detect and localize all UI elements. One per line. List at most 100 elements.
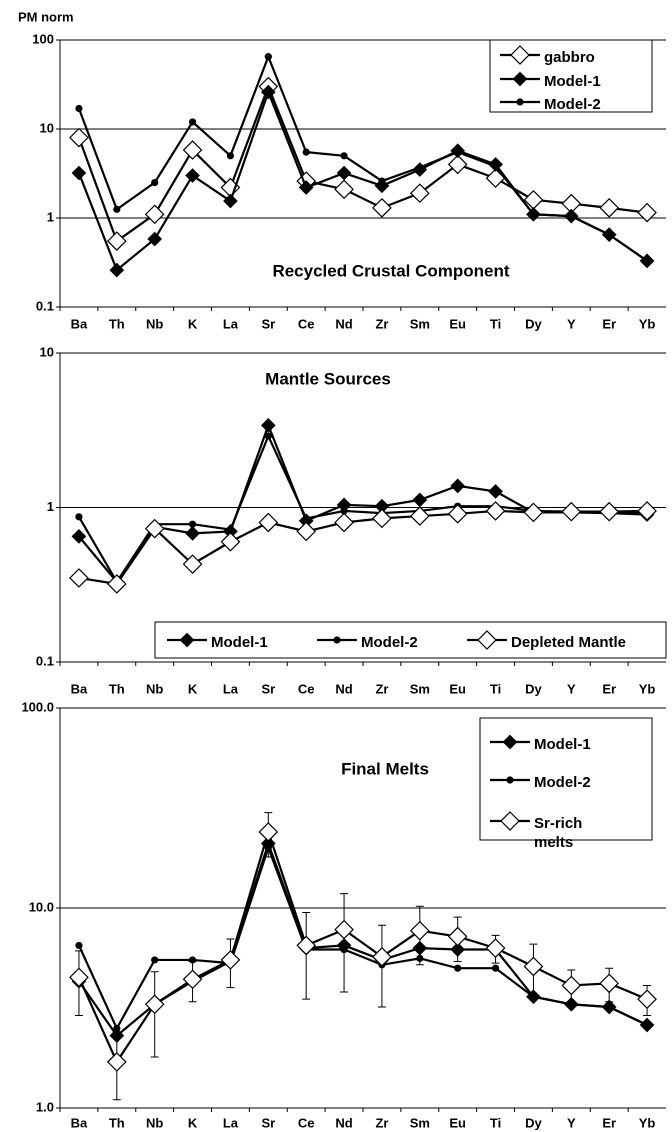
point [340,507,348,515]
legend-item: Model-1 [500,71,601,90]
x-tick-label: Sm [410,681,430,696]
legend-box [154,621,667,659]
point [491,964,500,972]
error-bar [340,893,349,993]
point [336,165,352,181]
x-tick-label: Dy [525,681,542,696]
x-tick-label: Y [567,316,576,331]
series [75,53,651,265]
x-tick-label: Th [109,1115,125,1130]
series [69,812,657,1101]
x-tick-label: K [188,316,198,331]
point [75,941,83,950]
x-tick-label: Sr [261,1115,275,1130]
legend-marker [506,776,514,784]
legend-label-box: Model-1 [544,72,601,90]
x-tick-label: Y [567,1115,576,1130]
legend-label: Model-1 [534,735,591,753]
x-tick-label: Ce [298,681,315,696]
y-tick-label: 0.1 [36,653,54,668]
point [144,994,165,1015]
legend-marker [179,632,195,648]
point [372,508,392,529]
legend-item: Model-1 [167,632,268,651]
legend-item: Sr-rich melts [490,811,582,851]
point [223,193,238,209]
x-tick-label: Sm [410,316,430,331]
x-tick-label: K [188,1115,198,1130]
point [182,140,203,160]
point [599,198,620,218]
x-tick-label: Eu [449,1115,466,1130]
x-tick-label: Ti [490,681,501,696]
y-tick-label: 10 [40,344,54,359]
legend-marker [333,636,341,644]
point [447,926,468,947]
legend-label-box: gabbro [544,48,595,66]
x-tick-label: Dy [525,316,542,331]
x-tick-label: Dy [525,1115,542,1130]
point [529,210,538,218]
point [523,956,544,977]
y-axis-label: PM norm [18,9,74,24]
legend-label-box: Depleted Mantle [511,634,626,651]
point [296,935,317,956]
legend-label-box: Model-2 [534,774,591,791]
legend-item: Model-1 [490,734,591,753]
x-tick-label: La [223,681,239,696]
x-tick-label: Th [109,316,125,331]
point [605,231,613,239]
point [106,231,127,251]
legend-marker [502,734,518,750]
x-tick-label: Zr [375,681,388,696]
x-tick-label: Nd [335,1115,352,1130]
point [485,501,506,521]
legend-marker [477,630,497,650]
point [561,501,582,522]
point [372,198,392,218]
x-tick-label: Ba [71,1115,88,1130]
legend-item: Model-2 [317,634,418,651]
series-line [77,433,648,584]
point [226,152,235,160]
point [340,152,348,160]
x-tick-label: Th [109,681,125,696]
legend-item: gabbro [500,45,595,66]
error-bar [150,971,159,1058]
legend-label: Model-2 [544,95,601,113]
x-tick-label: Yb [639,316,656,331]
series-line [77,844,648,1031]
point [605,1003,613,1011]
legend-label: gabbro [544,48,595,66]
point [491,162,500,170]
point [447,503,468,524]
point [334,919,354,940]
x-tick-label: Nb [146,1115,163,1130]
x-tick-label: Er [602,681,616,696]
y-tick-label: 100 [32,31,54,46]
point [372,946,392,967]
point [106,1052,127,1072]
point [643,257,651,265]
point [264,53,272,61]
point [75,513,83,521]
series [69,501,657,594]
point [147,231,163,247]
point [151,178,159,187]
error-bar [302,911,311,1000]
series [71,836,655,1044]
point [226,525,235,534]
series-line [77,828,648,1065]
point [185,526,200,541]
point [220,950,241,970]
point [637,202,657,223]
x-tick-label: Ti [490,316,501,331]
legend-label: Model-1 [544,72,601,90]
series-line [78,840,648,1038]
point [264,432,272,440]
x-tick-label: Nd [335,316,352,331]
point [334,179,354,200]
x-tick-label: Er [602,316,616,331]
x-tick-label: Ba [71,316,88,331]
